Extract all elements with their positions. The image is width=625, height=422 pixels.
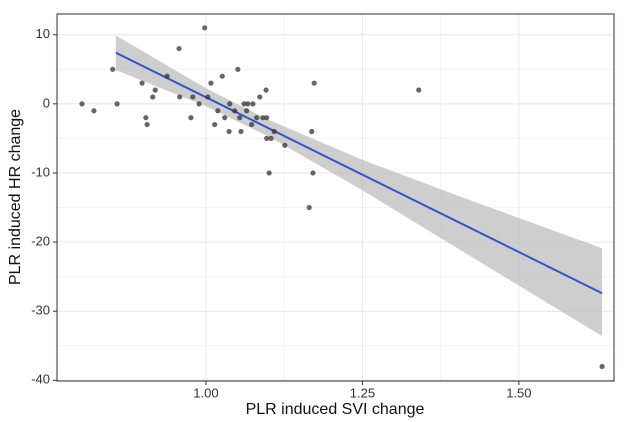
point [599, 363, 605, 370]
point [143, 115, 149, 121]
point [110, 66, 116, 72]
point [311, 80, 317, 86]
point [177, 94, 183, 100]
confidence-band [115, 35, 603, 337]
x-tick-label: 1.50 [506, 385, 531, 400]
point [268, 135, 274, 142]
point [254, 115, 260, 121]
point [176, 45, 182, 52]
point [244, 108, 250, 114]
point [208, 80, 214, 86]
point [263, 87, 269, 93]
point [226, 128, 232, 135]
point [144, 121, 150, 128]
y-axis-title: PLR induced HR change [7, 109, 24, 285]
point [188, 115, 194, 121]
point [227, 101, 233, 107]
point [416, 87, 422, 93]
point [237, 115, 243, 121]
point [260, 115, 266, 121]
point [219, 73, 225, 79]
point [212, 121, 218, 128]
y-tick-label: 10 [36, 26, 50, 41]
panel-border [56, 13, 615, 382]
point [245, 101, 251, 107]
x-tick-label: 1.00 [193, 385, 218, 400]
point [79, 101, 85, 107]
point [271, 128, 277, 135]
point [264, 115, 270, 121]
y-tick-label: -10 [31, 164, 50, 179]
y-tick-label: -20 [31, 234, 50, 249]
point [250, 101, 256, 107]
point [91, 108, 97, 114]
point [222, 115, 228, 121]
point [238, 128, 244, 135]
x-axis-title: PLR induced SVI change [246, 401, 425, 418]
point [257, 94, 263, 100]
point [232, 108, 238, 114]
point [306, 204, 312, 211]
point [205, 94, 211, 100]
x-tick-label: 1.25 [350, 385, 375, 400]
y-tick-label: 0 [43, 95, 50, 110]
point [150, 94, 156, 100]
regression-line [115, 51, 603, 295]
point [114, 101, 120, 107]
point [241, 101, 247, 107]
point [235, 66, 241, 72]
point [139, 80, 145, 86]
point [202, 25, 208, 31]
point [215, 108, 221, 114]
point [190, 94, 196, 100]
point [196, 101, 202, 107]
point [282, 142, 288, 148]
point [266, 170, 272, 176]
point [310, 170, 316, 176]
y-tick-label: -30 [31, 303, 50, 318]
point [249, 121, 255, 128]
point [309, 128, 315, 135]
point [264, 135, 270, 142]
point [152, 87, 158, 93]
point [164, 73, 170, 79]
y-tick-label: -40 [31, 372, 50, 387]
